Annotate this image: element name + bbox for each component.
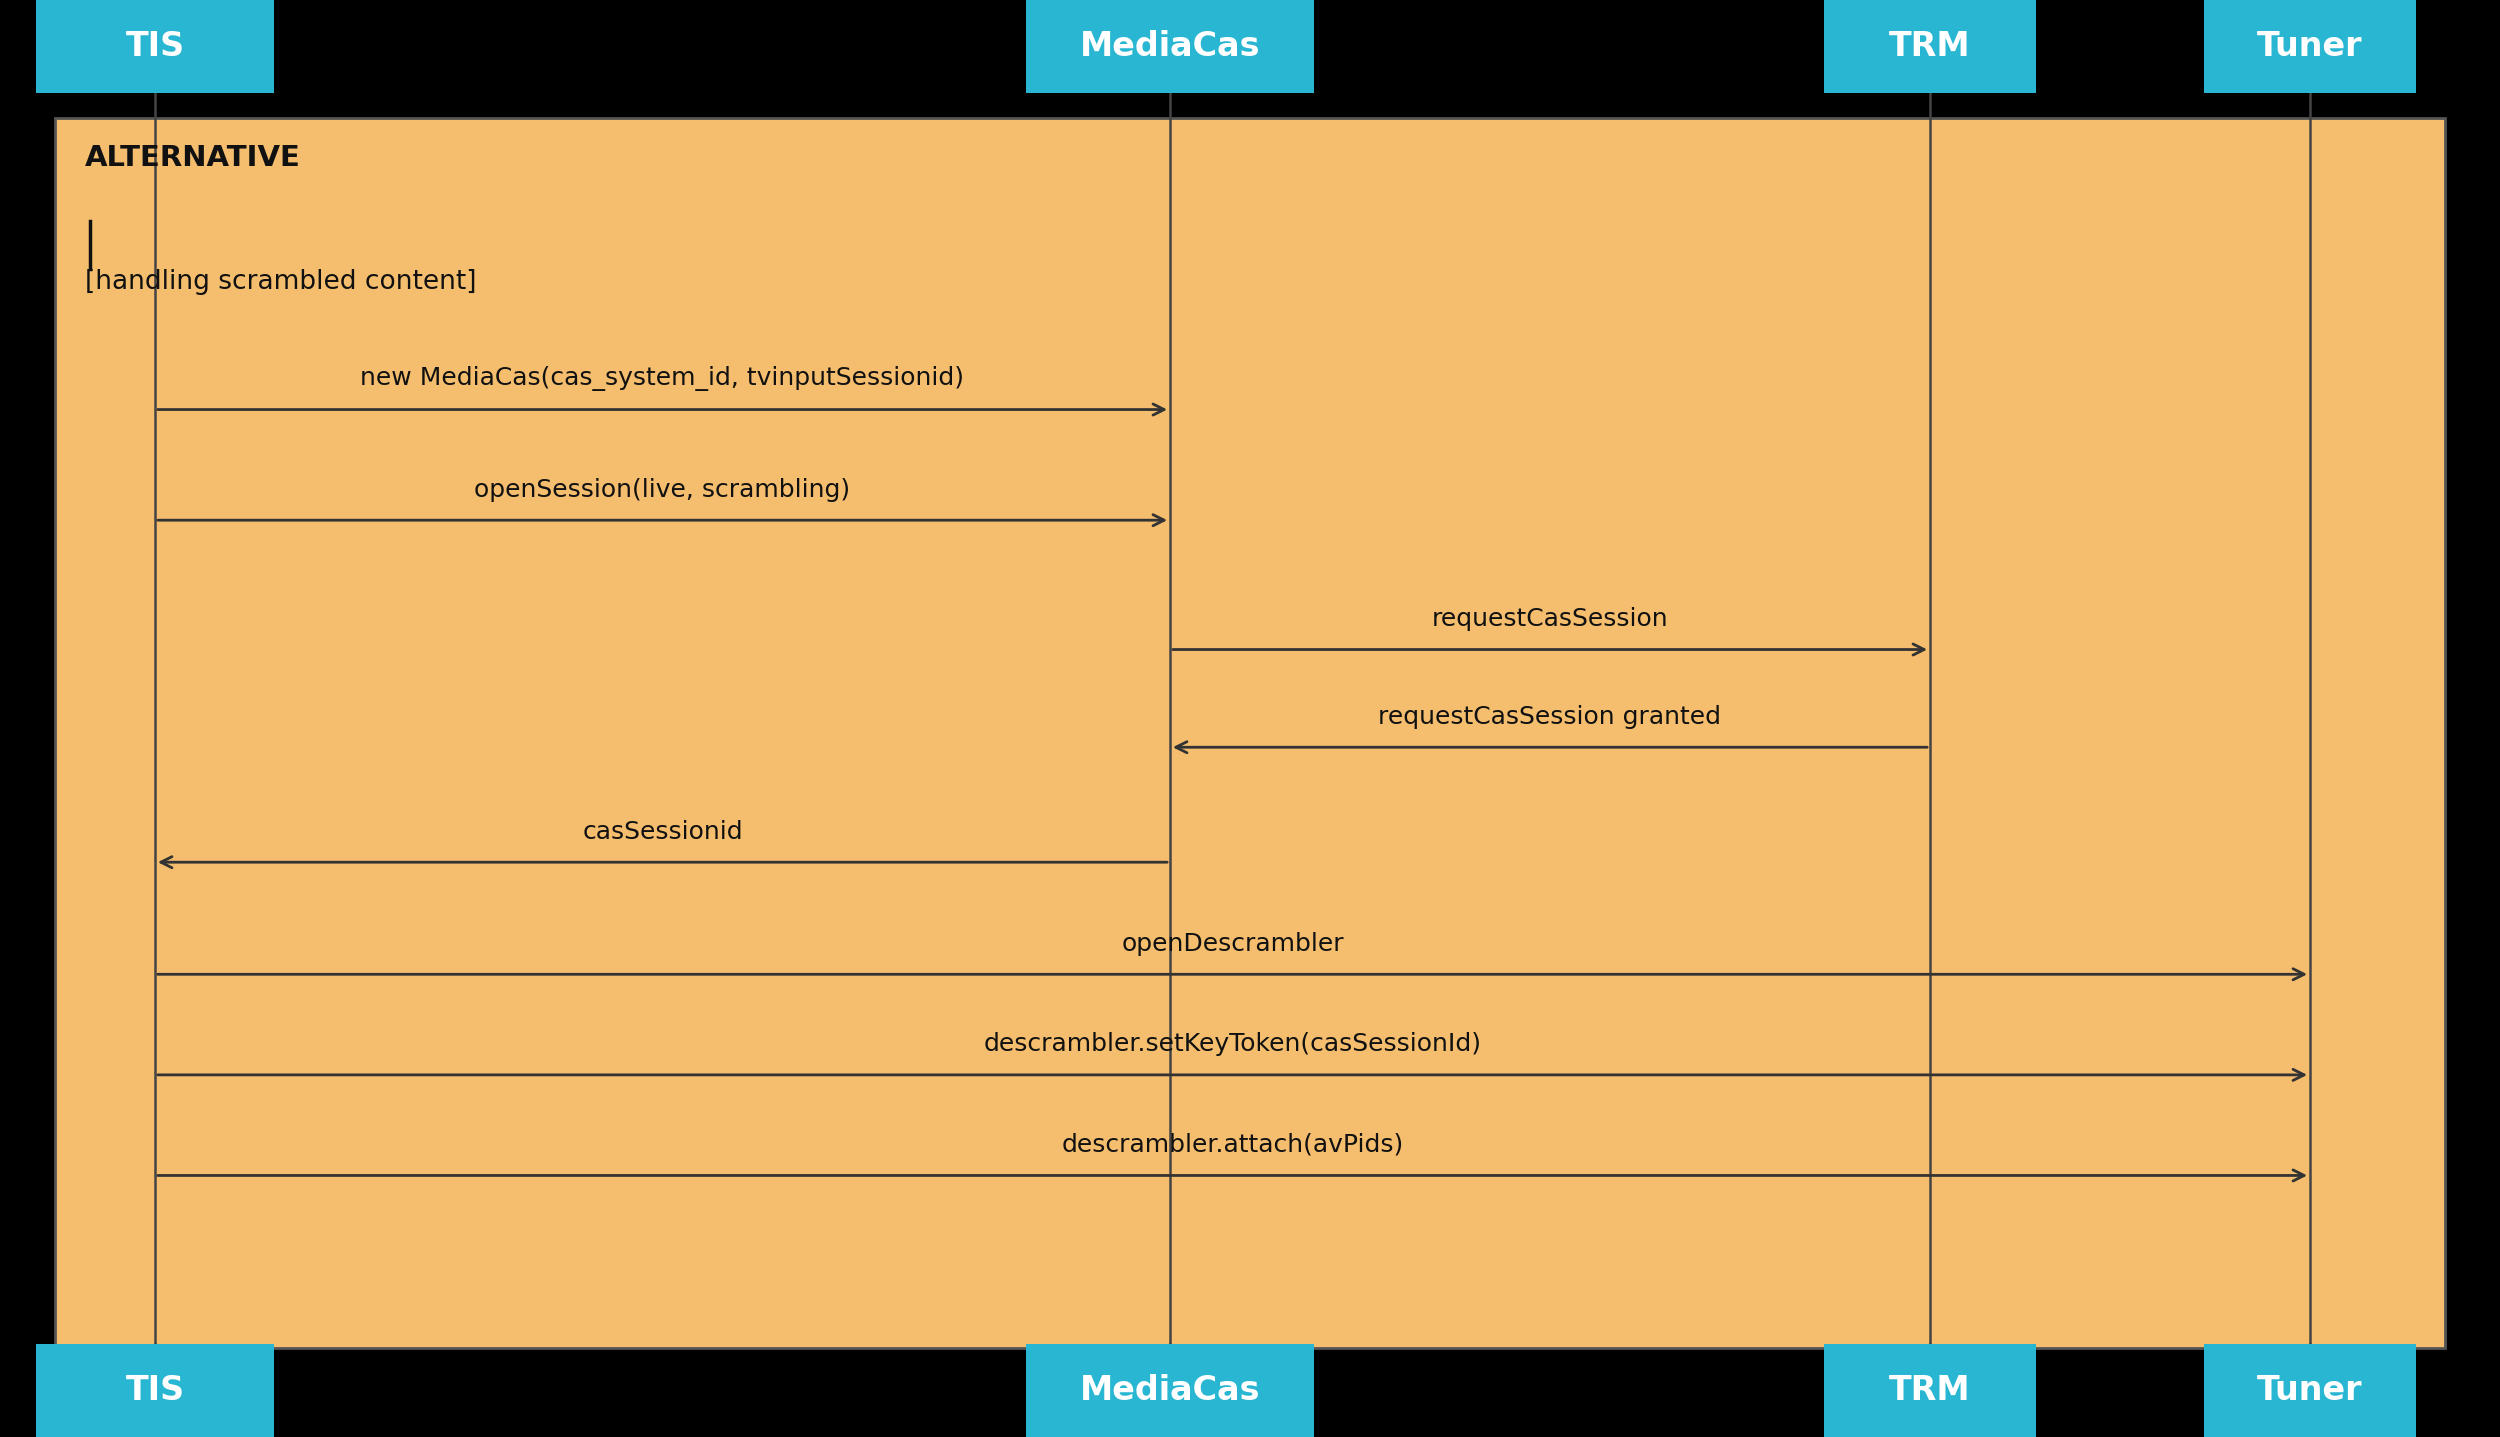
Text: TRM: TRM — [1890, 1374, 1970, 1407]
Text: descrambler.setKeyToken(casSessionId): descrambler.setKeyToken(casSessionId) — [982, 1032, 1482, 1056]
Bar — [1028, 1344, 1315, 1437]
Text: [handling scrambled content]: [handling scrambled content] — [85, 269, 478, 295]
Bar — [2205, 1344, 2415, 1437]
Text: ALTERNATIVE: ALTERNATIVE — [85, 144, 300, 171]
Bar — [55, 118, 2445, 1348]
Text: openDescrambler: openDescrambler — [1120, 931, 1345, 956]
Bar — [1028, 0, 1315, 93]
Bar — [1825, 1344, 2035, 1437]
Text: Tuner: Tuner — [2258, 1374, 2362, 1407]
Text: openSession(live, scrambling): openSession(live, scrambling) — [475, 477, 850, 502]
Bar — [2205, 0, 2415, 93]
Bar — [1825, 0, 2035, 93]
Bar — [35, 0, 275, 93]
Bar — [35, 1344, 275, 1437]
Text: requestCasSession granted: requestCasSession granted — [1378, 704, 1722, 729]
Text: requestCasSession: requestCasSession — [1432, 606, 1668, 631]
Text: casSessionid: casSessionid — [582, 819, 742, 844]
Text: TIS: TIS — [125, 30, 185, 63]
Text: MediaCas: MediaCas — [1080, 30, 1260, 63]
Text: TRM: TRM — [1890, 30, 1970, 63]
Text: TIS: TIS — [125, 1374, 185, 1407]
Text: MediaCas: MediaCas — [1080, 1374, 1260, 1407]
Text: new MediaCas(cas_system_id, tvinputSessionid): new MediaCas(cas_system_id, tvinputSessi… — [360, 366, 965, 391]
Text: descrambler.attach(avPids): descrambler.attach(avPids) — [1062, 1132, 1403, 1157]
Text: Tuner: Tuner — [2258, 30, 2362, 63]
